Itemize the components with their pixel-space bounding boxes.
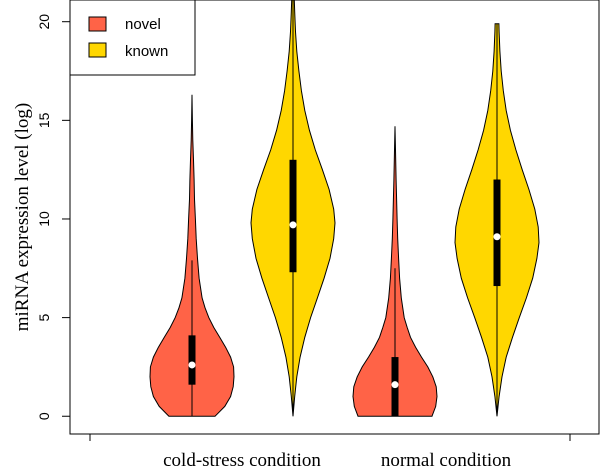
legend-label-novel: novel [125,16,161,33]
y-tick-label: 10 [36,211,52,227]
y-tick-label: 0 [36,412,52,420]
y-axis: 0 5 10 15 20 [36,14,71,420]
violin-iqr-box [188,335,196,385]
y-tick-label: 15 [36,112,52,128]
violin-iqr-box [289,159,297,273]
legend: novel known [69,0,196,76]
violin-novel [149,94,235,417]
violin-iqr-box [493,179,501,287]
legend-box [69,0,196,76]
violin-median [188,361,196,369]
violin-median [289,221,297,229]
legend-swatch-known [88,42,107,58]
x-axis: cold-stress condition normal condition [89,433,571,471]
y-axis-label: miRNA expression level (log) [12,103,33,332]
violin-median [493,233,501,241]
legend-label-known: known [125,43,168,60]
x-tick-label: cold-stress condition [163,450,321,471]
x-tick-label: normal condition [381,450,512,471]
violin-layer [149,0,540,417]
legend-swatch-novel [88,16,107,32]
violin-median [391,381,399,389]
y-tick-label: 20 [36,14,52,30]
y-tick-label: 5 [36,314,52,322]
